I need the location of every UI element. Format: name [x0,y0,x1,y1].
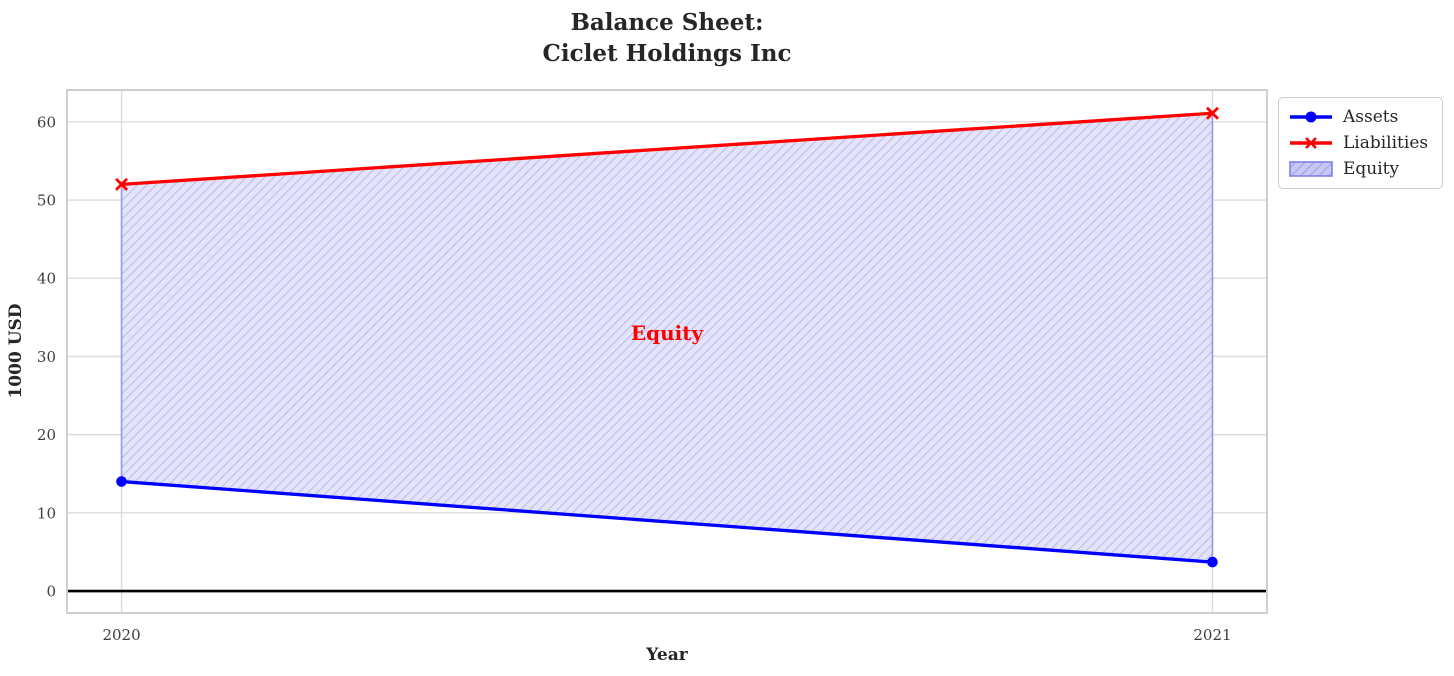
legend-label-equity: Equity [1343,159,1400,179]
liabilities-marker-icon [1205,106,1219,120]
x-tick-label: 2021 [1193,626,1231,644]
assets-legend-marker-icon [1305,111,1317,123]
y-tick-label: 20 [37,426,56,444]
y-tick-label: 10 [37,504,56,522]
equity-legend-patch [1289,161,1333,177]
legend: Assets Liabilities Equity [1278,97,1443,189]
axes-border [66,89,1268,614]
y-tick-label: 50 [37,192,56,210]
liabilities-legend-marker-icon [1305,137,1317,149]
chart-title-line1: Balance Sheet: [570,9,764,36]
assets-marker-icon [116,476,127,487]
equity-annotation: Equity [630,320,704,345]
y-tick-label: 30 [37,348,56,366]
x-axis-label: Year [646,645,688,665]
legend-label-liabilities: Liabilities [1343,133,1429,153]
x-tick-label: 2020 [102,626,140,644]
liabilities-marker-icon [115,177,129,191]
chart-title: Balance Sheet: Ciclet Holdings Inc [0,7,1334,69]
legend-label-assets: Assets [1343,107,1399,127]
assets-line [121,479,1213,564]
y-tick-label: 40 [37,270,56,288]
legend-item-equity: Equity [1288,159,1434,179]
y-tick-label: 60 [37,113,56,131]
legend-item-liabilities: Liabilities [1288,133,1434,153]
liabilities-legend-swatch-icon [1290,137,1332,149]
assets-legend-swatch-icon [1290,111,1332,123]
assets-marker-icon [1207,556,1218,568]
chart-title-line2: Ciclet Holdings Inc [542,40,792,67]
y-axis-label: 1000 USD [6,303,26,399]
y-tick-label: 0 [46,583,56,601]
liabilities-line [121,111,1213,187]
equity-legend-swatch-icon [1289,161,1333,177]
legend-item-assets: Assets [1288,107,1434,127]
